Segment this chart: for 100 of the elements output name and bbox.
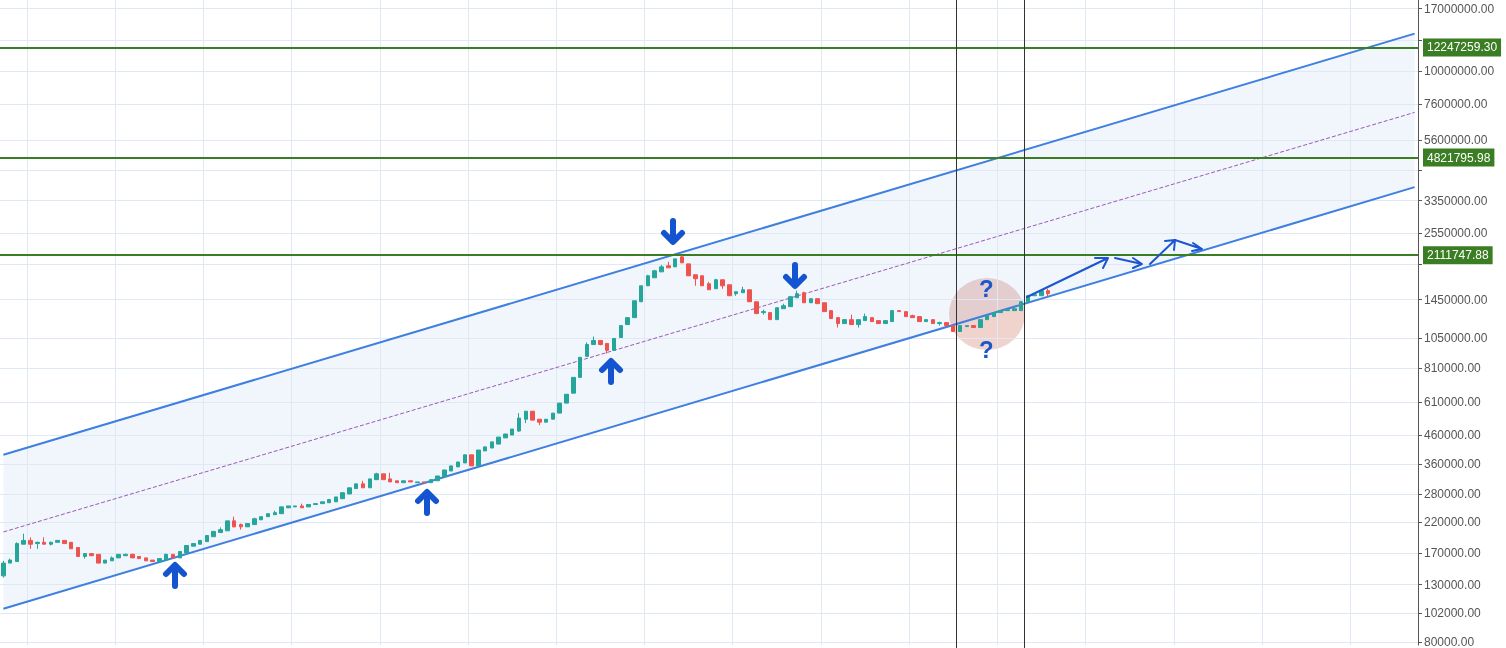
candlestick (971, 325, 976, 329)
candlestick (178, 551, 182, 559)
candlestick (714, 278, 718, 290)
candlestick (842, 319, 847, 325)
candlestick (849, 314, 854, 326)
candlestick (368, 478, 372, 489)
candlestick (435, 475, 440, 482)
candlestick (245, 523, 250, 528)
candlestick (225, 520, 230, 532)
y-tick-label: 130000.00 (1424, 577, 1482, 592)
candlestick (646, 274, 650, 287)
candlestick (551, 412, 555, 420)
candlestick (612, 337, 616, 351)
candlestick (415, 481, 420, 484)
y-tick-label: 3350000.00 (1424, 193, 1488, 208)
candlestick (381, 473, 386, 481)
candlestick (327, 499, 331, 504)
candlestick (55, 539, 60, 543)
candlestick (123, 553, 128, 557)
candlestick (931, 319, 935, 325)
candlestick (680, 254, 684, 264)
y-tick-label: 170000.00 (1424, 545, 1482, 560)
candlestick (1005, 309, 1010, 312)
y-tick-label: 1450000.00 (1424, 292, 1488, 307)
candlestick (401, 480, 406, 484)
candlestick (49, 541, 53, 547)
candlestick (130, 553, 135, 559)
candlestick (259, 516, 263, 521)
candlestick (673, 258, 677, 268)
y-tick-label: 610000.00 (1424, 394, 1482, 409)
candlestick (69, 541, 73, 550)
candlestick (917, 316, 922, 323)
candlestick (286, 505, 291, 509)
candlestick (795, 290, 799, 299)
candlestick (408, 480, 413, 483)
candlestick (890, 310, 894, 323)
candlestick (863, 313, 867, 322)
candlestick (904, 311, 908, 318)
annotation: ? (979, 336, 994, 363)
candlestick (1, 560, 6, 579)
candlestick (788, 296, 793, 308)
candlestick (965, 325, 969, 328)
candlestick (619, 325, 623, 339)
candlestick (897, 310, 901, 313)
candlestick (232, 516, 236, 528)
candlestick (870, 317, 874, 323)
candlestick (1019, 301, 1023, 312)
candlestick (517, 412, 521, 433)
candlestick (537, 418, 542, 426)
candlestick (388, 472, 392, 483)
candlestick (591, 336, 596, 345)
candlestick (503, 433, 508, 439)
candlestick (137, 555, 141, 560)
y-tick-label: 7600000.00 (1424, 96, 1488, 111)
candlestick (483, 446, 487, 452)
candlestick (116, 553, 121, 559)
candlestick (449, 465, 453, 472)
ref-line-label: 4821795.98 (1427, 150, 1491, 165)
candlestick (89, 552, 94, 557)
candlestick (442, 469, 447, 478)
candlestick (836, 317, 840, 329)
candlestick (150, 559, 155, 563)
candlestick (856, 319, 861, 329)
candlestick (205, 535, 209, 543)
candlestick (666, 261, 671, 269)
candlestick (1012, 308, 1017, 312)
candlestick (35, 541, 40, 550)
candlestick (300, 503, 304, 509)
candlestick (374, 472, 379, 481)
candlestick (103, 559, 107, 564)
candlestick (340, 492, 345, 500)
candlestick (422, 481, 426, 484)
candlestick (15, 541, 19, 563)
candlestick (686, 263, 691, 277)
candlestick (768, 312, 772, 321)
candlestick (700, 275, 704, 287)
candlestick (544, 418, 548, 423)
candlestick (571, 376, 576, 394)
y-tick-label: 10000000.00 (1424, 64, 1495, 79)
candlestick (490, 441, 494, 449)
candlestick (761, 309, 766, 316)
candlestick (510, 428, 514, 436)
candlestick (496, 436, 501, 445)
y-tick-label: 1050000.00 (1424, 330, 1488, 345)
candlestick (876, 320, 881, 325)
annotation: ? (979, 275, 994, 302)
candlestick (625, 317, 630, 326)
candlestick (937, 321, 942, 327)
candlestick (985, 315, 989, 321)
candlestick (456, 461, 460, 468)
candlestick (211, 530, 216, 538)
candlestick (28, 536, 33, 550)
candlestick (198, 539, 202, 545)
candlestick (8, 558, 12, 564)
candlestick (171, 553, 175, 559)
candlestick (354, 483, 358, 490)
candlestick (802, 291, 806, 304)
candlestick (883, 320, 888, 325)
candlestick (361, 480, 365, 489)
candlestick (727, 284, 732, 297)
